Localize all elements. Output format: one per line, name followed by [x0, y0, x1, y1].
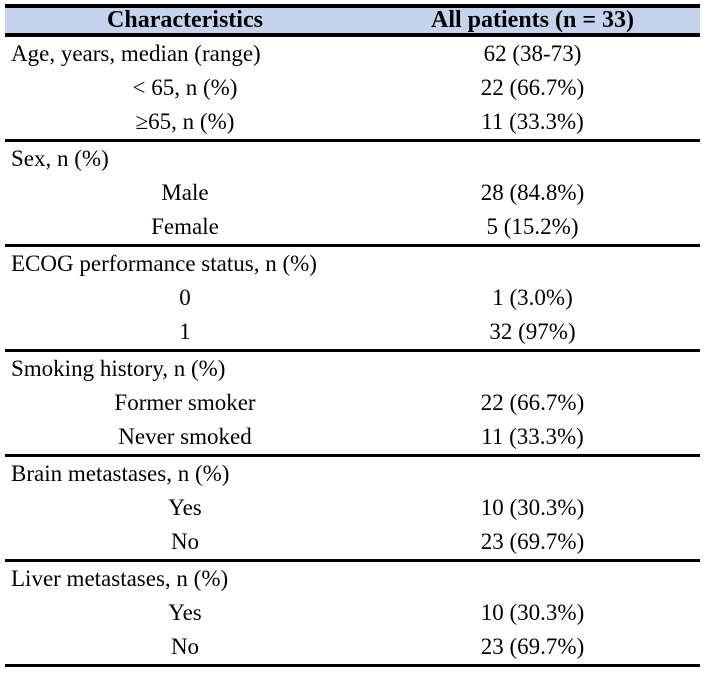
- row-sublabel: ≥65, n (%): [135, 109, 235, 134]
- patient-characteristics-table: Characteristics All patients (n = 33) Ag…: [5, 4, 700, 667]
- row-value: 10 (30.3%): [480, 600, 585, 625]
- table-row: Yes 10 (30.3%): [5, 596, 700, 630]
- row-value: 10 (30.3%): [480, 495, 585, 520]
- table-row: Yes 10 (30.3%): [5, 491, 700, 525]
- table-row: ECOG performance status, n (%): [5, 247, 700, 281]
- row-value: 5 (15.2%): [486, 214, 579, 239]
- row-value: 1 (3.0%): [492, 285, 573, 310]
- table-section: ECOG performance status, n (%) 0 1 (3.0%) 1…: [5, 247, 700, 352]
- row-sublabel: Female: [151, 214, 219, 239]
- header-cell-characteristics: Characteristics: [107, 7, 263, 33]
- row-value: 22 (66.7%): [480, 390, 585, 415]
- row-value: 62 (38-73): [483, 41, 582, 66]
- row-value: 11 (33.3%): [481, 424, 584, 449]
- row-value: 23 (69.7%): [480, 634, 585, 659]
- row-sublabel: Yes: [168, 495, 202, 520]
- row-sublabel: Male: [161, 180, 209, 205]
- row-sublabel: Former smoker: [114, 390, 256, 415]
- table-row: Liver metastases, n (%): [5, 562, 700, 596]
- table-section: Liver metastases, n (%) Yes 10 (30.3%) No 23…: [5, 562, 700, 667]
- row-category-label: ECOG performance status, n (%): [11, 251, 317, 276]
- table-row: No 23 (69.7%): [5, 630, 700, 664]
- row-value: 32 (97%): [489, 319, 576, 344]
- table-row: Female 5 (15.2%): [5, 210, 700, 244]
- table-section: Brain metastases, n (%) Yes 10 (30.3%) No 23…: [5, 457, 700, 562]
- table-row: ≥65, n (%) 11 (33.3%): [5, 105, 700, 139]
- table-body: Age, years, median (range) 62 (38-73) < 65…: [5, 37, 700, 667]
- table-row: No 23 (69.7%): [5, 525, 700, 559]
- row-sublabel: No: [170, 529, 200, 554]
- table-row: < 65, n (%) 22 (66.7%): [5, 71, 700, 105]
- table-row: Sex, n (%): [5, 142, 700, 176]
- table-header-row: Characteristics All patients (n = 33): [5, 4, 700, 37]
- row-value: 23 (69.7%): [480, 529, 585, 554]
- row-sublabel: < 65, n (%): [132, 75, 238, 100]
- row-category-label: Sex, n (%): [11, 146, 109, 171]
- table-row: Never smoked 11 (33.3%): [5, 420, 700, 454]
- row-category-label: Age, years, median (range): [11, 41, 261, 66]
- table-row: Brain metastases, n (%): [5, 457, 700, 491]
- row-sublabel: 0: [179, 285, 191, 310]
- row-sublabel: No: [170, 634, 200, 659]
- table-row: 1 32 (97%): [5, 315, 700, 349]
- row-sublabel: Yes: [168, 600, 202, 625]
- table-row: Age, years, median (range) 62 (38-73): [5, 37, 700, 71]
- table-section: Age, years, median (range) 62 (38-73) < 65…: [5, 37, 700, 142]
- table-row: Former smoker 22 (66.7%): [5, 386, 700, 420]
- table-row: Smoking history, n (%): [5, 352, 700, 386]
- table-row: 0 1 (3.0%): [5, 281, 700, 315]
- row-category-label: Smoking history, n (%): [11, 356, 226, 381]
- row-value: 11 (33.3%): [481, 109, 584, 134]
- row-sublabel: 1: [179, 319, 191, 344]
- table-row: Male 28 (84.8%): [5, 176, 700, 210]
- table-section: Sex, n (%) Male 28 (84.8%) Female 5 (15.2%): [5, 142, 700, 247]
- table-section: Smoking history, n (%) Former smoker 22 (6…: [5, 352, 700, 457]
- header-cell-all-patients: All patients (n = 33): [430, 7, 634, 33]
- row-value: 28 (84.8%): [480, 180, 585, 205]
- row-category-label: Liver metastases, n (%): [11, 566, 229, 591]
- row-category-label: Brain metastases, n (%): [11, 461, 230, 486]
- row-value: 22 (66.7%): [480, 75, 585, 100]
- row-sublabel: Never smoked: [118, 424, 252, 449]
